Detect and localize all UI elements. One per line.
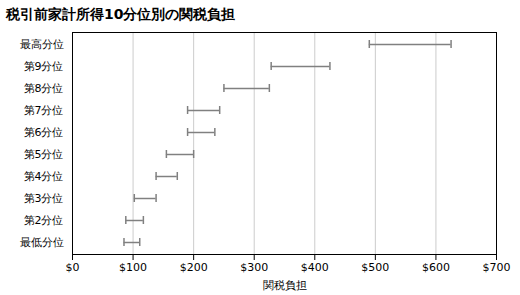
svg-text:第7分位: 第7分位 xyxy=(24,104,64,117)
svg-text:$600: $600 xyxy=(422,261,450,274)
svg-text:$200: $200 xyxy=(180,261,208,274)
svg-text:第8分位: 第8分位 xyxy=(24,82,64,95)
svg-text:$400: $400 xyxy=(301,261,329,274)
svg-text:$300: $300 xyxy=(240,261,268,274)
svg-text:$700: $700 xyxy=(483,261,511,274)
svg-text:$0: $0 xyxy=(66,261,80,274)
svg-text:第2分位: 第2分位 xyxy=(24,214,64,227)
svg-text:$500: $500 xyxy=(361,261,389,274)
svg-text:$100: $100 xyxy=(119,261,147,274)
svg-text:第3分位: 第3分位 xyxy=(24,192,64,205)
svg-text:最高分位: 最高分位 xyxy=(20,38,64,51)
svg-text:第9分位: 第9分位 xyxy=(24,60,64,73)
svg-text:関税負担: 関税負担 xyxy=(263,279,307,292)
html-text:税引前家計所得10分位別の関税負担: 税引前家計所得10分位別の関税負担 xyxy=(6,6,236,22)
svg-text:第5分位: 第5分位 xyxy=(24,148,64,161)
svg-text:第6分位: 第6分位 xyxy=(24,126,64,139)
svg-text:第4分位: 第4分位 xyxy=(24,170,64,183)
svg-text:最低分位: 最低分位 xyxy=(20,236,64,249)
